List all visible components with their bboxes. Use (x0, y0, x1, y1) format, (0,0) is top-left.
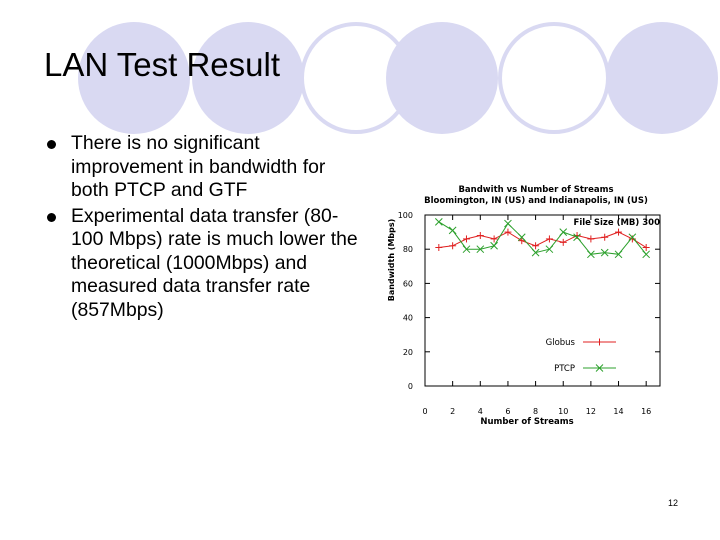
data-point-x (559, 228, 568, 236)
decor-circle-3 (386, 22, 498, 134)
chart-annotation: File Size (MB) 300 (574, 218, 661, 228)
data-point-x (573, 233, 581, 242)
y-tick-label: 80 (403, 245, 413, 254)
chart-svg: Bandwith vs Number of Streams Bloomingto… (387, 185, 661, 427)
data-point-x (448, 226, 457, 235)
bullet-item: There is no significant improvement in b… (40, 132, 360, 203)
data-point-x (504, 219, 512, 228)
bullet-item: Experimental data transfer (80-100 Mbps)… (40, 205, 360, 323)
slide-title: LAN Test Result (44, 46, 280, 83)
y-tick-label: 20 (403, 348, 413, 357)
y-tick-label: 60 (403, 279, 413, 288)
chart-subtitle: Bloomington, IN (US) and Indianapolis, I… (424, 196, 648, 206)
data-point-x (490, 241, 498, 250)
bullet-dot-icon (47, 212, 56, 222)
chart-frame (424, 214, 661, 387)
y-tick-label: 40 (403, 314, 413, 323)
data-point-x (614, 250, 623, 259)
data-point-x (434, 217, 443, 226)
data-point-x (642, 250, 651, 259)
chart-title: Bandwith vs Number of Streams (458, 185, 613, 195)
page-number: 12 (667, 498, 678, 508)
x-tick-label: 8 (533, 407, 538, 416)
data-point-x (628, 233, 637, 242)
y-tick-label: 0 (408, 382, 413, 391)
decor-circle-4 (606, 22, 718, 134)
decor-circle-2 (192, 22, 304, 134)
series-line-ptcp (438, 221, 647, 255)
x-tick-label: 6 (505, 407, 510, 416)
data-point-x (600, 248, 609, 257)
chart-x-axis-label: Number of Streams (480, 417, 573, 427)
x-tick-label: 2 (450, 407, 455, 416)
data-point-x (476, 245, 485, 254)
x-tick-label: 16 (641, 407, 651, 416)
x-tick-label: 14 (613, 407, 623, 416)
data-point-x (462, 245, 471, 254)
series-line-globus (438, 231, 647, 248)
bullet-list: There is no significant improvement in b… (40, 132, 360, 324)
x-tick-label: 10 (558, 407, 568, 416)
decor-circle-1 (78, 22, 190, 134)
legend-label: PTCP (554, 364, 575, 374)
chart-plot-area: 0 20 40 60 80 100 0 2 4 6 8 10 12 14 16 Globus PTCP (398, 211, 661, 416)
y-tick-label: 100 (398, 211, 413, 220)
data-point-x (517, 233, 526, 242)
x-tick-label: 12 (586, 407, 596, 416)
data-point-x (545, 245, 554, 254)
bullet-text: There is no significant improvement in b… (71, 132, 326, 201)
data-point-x (531, 248, 540, 257)
x-tick-label: 4 (478, 407, 483, 416)
data-point-x (595, 364, 604, 372)
bullet-dot-icon (47, 140, 56, 149)
bullet-text: Experimental data transfer (80-100 Mbps)… (71, 204, 358, 321)
bandwidth-chart: Bandwith vs Number of Streams Bloomingto… (378, 178, 678, 428)
decor-ring-2 (498, 22, 610, 134)
legend-label: Globus (546, 338, 576, 348)
data-point-x (587, 250, 595, 259)
x-tick-label: 0 (422, 407, 427, 416)
chart-y-axis-label: Bandwidth (Mbps) (387, 219, 396, 302)
